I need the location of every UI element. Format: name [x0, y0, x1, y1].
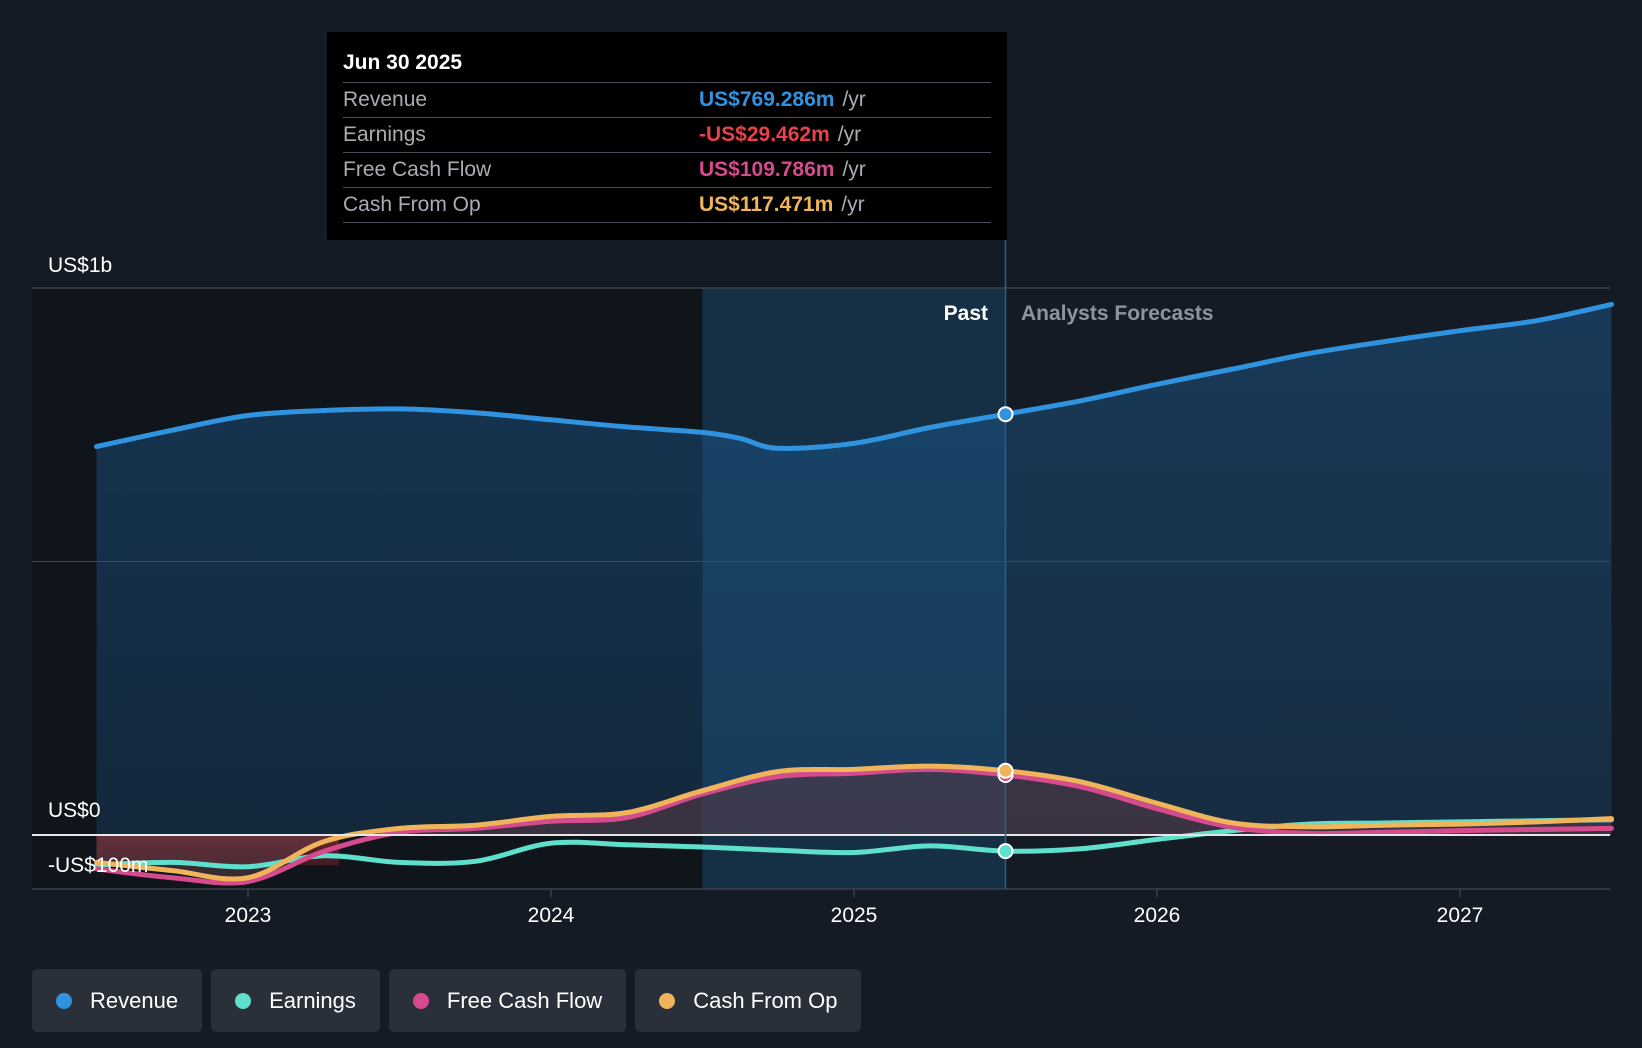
cash-area [96, 766, 1612, 880]
tooltip-value: US$769.286m [699, 88, 835, 111]
legend-item-cash-from-op[interactable]: Cash From Op [635, 969, 862, 1032]
y-label-zero: US$0 [48, 799, 101, 822]
tooltip-value: -US$29.462m [699, 123, 830, 146]
legend-label: Earnings [269, 987, 356, 1013]
past-label: Past [944, 302, 988, 325]
marker-revenue [997, 406, 1014, 423]
x-tick-label: 2027 [1437, 904, 1484, 927]
tooltip-unit: /yr [842, 158, 866, 181]
forecast-label: Analysts Forecasts [1021, 302, 1214, 325]
x-tick-label: 2025 [831, 904, 878, 927]
legend-dot-icon [659, 992, 676, 1009]
tooltip-value: US$117.471m [699, 193, 834, 216]
tooltip-row-free-cash-flow: Free Cash Flow US$109.786m /yr [343, 152, 991, 187]
axes: 2023 2024 2025 2026 2027 [32, 240, 1610, 927]
revenue-area [96, 304, 1612, 835]
legend-label: Cash From Op [693, 987, 838, 1013]
markers [997, 406, 1014, 860]
legend-dot-icon [412, 992, 429, 1009]
tooltip-row-revenue: Revenue US$769.286m /yr [343, 82, 991, 117]
tooltip-date: Jun 30 2025 [343, 51, 463, 74]
series-lines [94, 301, 1614, 886]
tooltip-label: Cash From Op [343, 193, 481, 216]
tooltip-label: Earnings [343, 123, 426, 146]
tooltip-unit: /yr [841, 193, 865, 216]
series-line-earnings [94, 817, 1614, 870]
legend-label: Revenue [90, 987, 179, 1013]
tooltip-label: Free Cash Flow [343, 158, 492, 181]
y-label-neg: -US$100m [48, 854, 148, 877]
series-line-revenue [94, 301, 1614, 451]
tooltip-unit: /yr [837, 123, 862, 146]
y-label-top: US$1b [48, 254, 112, 277]
legend-dot-icon [56, 992, 72, 1009]
tooltip-label: Revenue [343, 88, 428, 111]
x-tick-label: 2023 [225, 904, 272, 927]
tooltip-row-earnings: Earnings -US$29.462m /yr [343, 117, 991, 152]
series-line-cash-from-op [94, 763, 1614, 882]
tooltip-value: US$109.786m [699, 158, 835, 181]
legend-item-revenue[interactable]: Revenue [32, 969, 203, 1032]
legend-label: Free Cash Flow [446, 987, 603, 1013]
tooltip-row-cash-from-op: Cash From Op US$117.471m /yr [343, 187, 991, 223]
tooltip: Jun 30 2025 Revenue US$769.286m /yr Earn… [327, 32, 1007, 240]
marker-earnings [997, 843, 1014, 860]
marker-cash-from-op [997, 762, 1014, 779]
tooltip-unit: /yr [842, 88, 866, 111]
x-tick-label: 2026 [1134, 904, 1181, 927]
x-tick-label: 2024 [528, 904, 575, 927]
legend: Revenue Earnings Free Cash Flow Cash Fro… [32, 969, 862, 1032]
legend-dot-icon [235, 992, 252, 1009]
legend-item-free-cash-flow[interactable]: Free Cash Flow [388, 969, 627, 1032]
series-line-free-cash-flow [94, 766, 1614, 886]
legend-item-earnings[interactable]: Earnings [211, 969, 380, 1032]
